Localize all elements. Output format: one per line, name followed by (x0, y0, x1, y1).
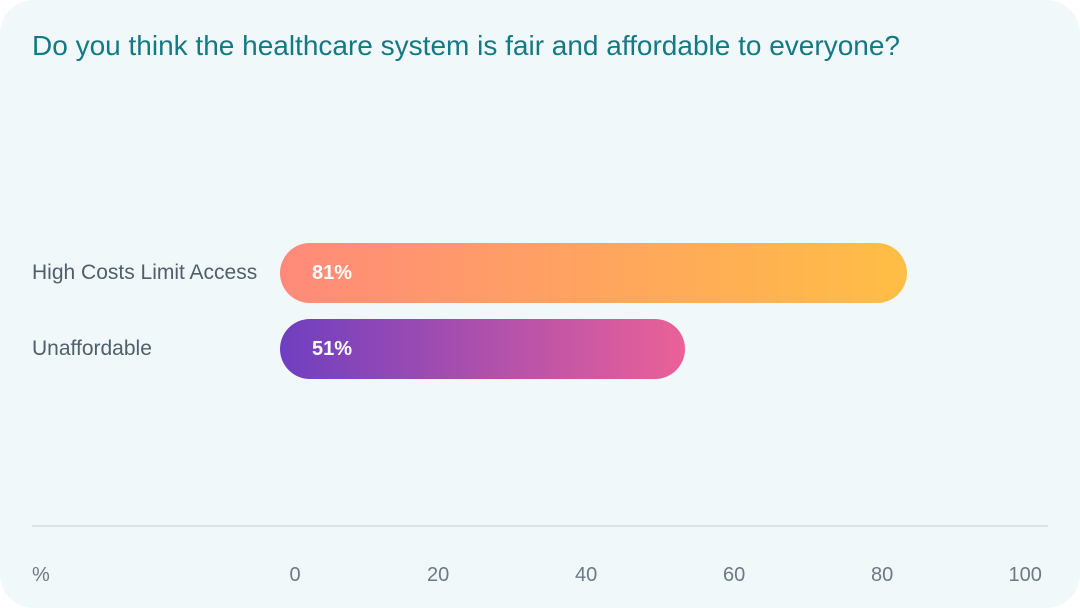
bar-value-label: 51% (312, 338, 353, 360)
x-axis-unit-label: % (32, 564, 50, 586)
bar: 81% (280, 243, 908, 303)
x-axis-line (32, 525, 1048, 527)
x-tick-label: 60 (723, 564, 746, 586)
x-tick-label: 40 (575, 564, 598, 586)
category-label: High Costs Limit Access (32, 261, 258, 284)
x-tick-label: 100 (1008, 564, 1042, 586)
bar-value-label: 81% (312, 262, 353, 284)
x-tick-label: 20 (427, 564, 450, 586)
bar: 51% (280, 319, 686, 379)
x-tick-label: 0 (289, 564, 301, 586)
category-label: Unaffordable (32, 337, 152, 360)
chart-title: Do you think the healthcare system is fa… (32, 30, 900, 61)
x-tick-label: 80 (871, 564, 894, 586)
